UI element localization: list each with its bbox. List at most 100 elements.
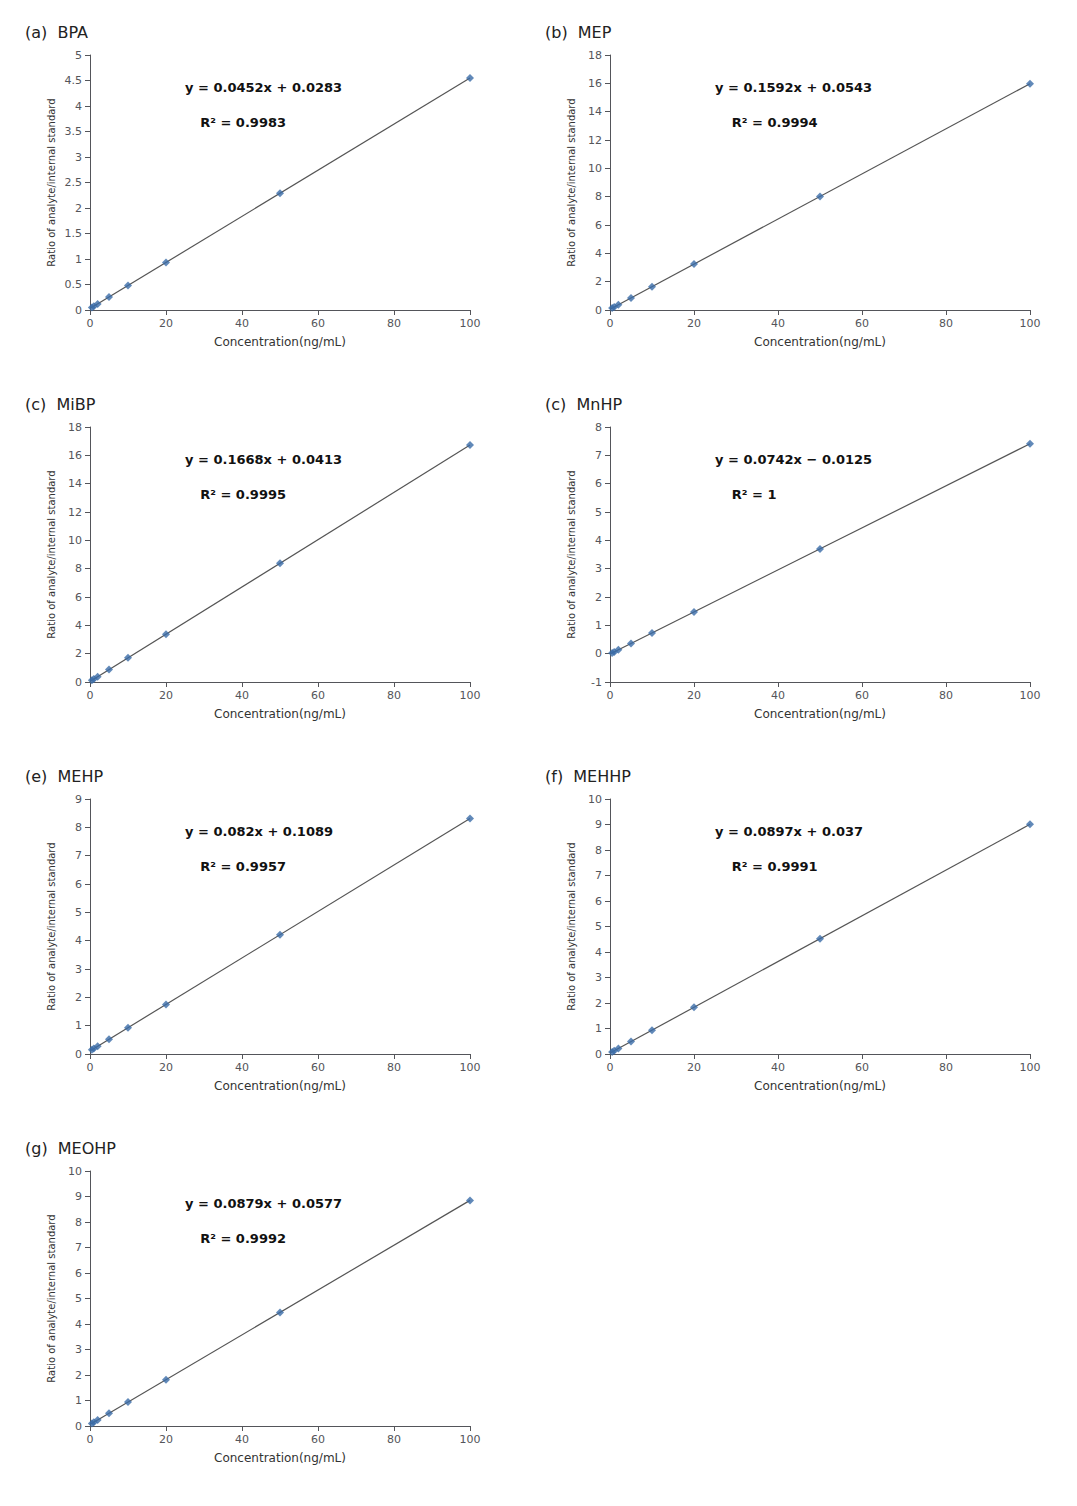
svg-text:4: 4	[75, 100, 82, 113]
svg-text:80: 80	[387, 317, 401, 330]
svg-text:40: 40	[235, 1433, 249, 1446]
svg-text:10: 10	[588, 793, 602, 806]
svg-text:100: 100	[460, 317, 481, 330]
svg-text:80: 80	[387, 689, 401, 702]
svg-text:0: 0	[595, 304, 602, 317]
svg-text:10: 10	[68, 534, 82, 547]
svg-text:Ratio of analyte/internal stan: Ratio of analyte/internal standard	[46, 1214, 57, 1382]
svg-text:20: 20	[159, 1433, 173, 1446]
svg-text:Ratio of analyte/internal stan: Ratio of analyte/internal standard	[46, 98, 57, 266]
svg-text:-1: -1	[591, 676, 602, 689]
svg-text:Concentration(ng/mL): Concentration(ng/mL)	[754, 1079, 886, 1093]
svg-text:5: 5	[595, 920, 602, 933]
svg-text:y = 0.1592x + 0.0543: y = 0.1592x + 0.0543	[715, 80, 872, 95]
svg-text:(b) MEP: (b) MEP	[545, 23, 612, 42]
svg-text:2: 2	[595, 591, 602, 604]
svg-text:2: 2	[75, 991, 82, 1004]
svg-text:2: 2	[595, 275, 602, 288]
svg-text:Concentration(ng/mL): Concentration(ng/mL)	[214, 1079, 346, 1093]
svg-text:3: 3	[75, 1343, 82, 1356]
svg-text:3: 3	[595, 971, 602, 984]
svg-text:3: 3	[75, 963, 82, 976]
svg-text:40: 40	[235, 1061, 249, 1074]
svg-text:7: 7	[595, 449, 602, 462]
svg-text:(a) BPA: (a) BPA	[25, 23, 88, 42]
svg-text:10: 10	[588, 162, 602, 175]
svg-text:Ratio of analyte/internal stan: Ratio of analyte/internal standard	[566, 842, 577, 1010]
svg-text:60: 60	[311, 1061, 325, 1074]
svg-text:6: 6	[595, 477, 602, 490]
svg-text:Concentration(ng/mL): Concentration(ng/mL)	[754, 335, 886, 349]
svg-text:20: 20	[159, 1061, 173, 1074]
svg-text:1: 1	[75, 253, 82, 266]
svg-text:60: 60	[855, 317, 869, 330]
svg-text:20: 20	[687, 317, 701, 330]
svg-text:6: 6	[75, 591, 82, 604]
svg-text:0.5: 0.5	[65, 278, 83, 291]
svg-text:0: 0	[607, 317, 614, 330]
svg-text:0: 0	[75, 304, 82, 317]
svg-text:Ratio of analyte/internal stan: Ratio of analyte/internal standard	[566, 470, 577, 638]
svg-text:0: 0	[75, 1048, 82, 1061]
svg-text:100: 100	[460, 1433, 481, 1446]
svg-text:60: 60	[311, 689, 325, 702]
svg-text:5: 5	[595, 506, 602, 519]
svg-text:7: 7	[75, 849, 82, 862]
svg-text:3: 3	[75, 151, 82, 164]
svg-text:40: 40	[771, 689, 785, 702]
svg-text:(g) MEOHP: (g) MEOHP	[25, 1139, 116, 1158]
svg-text:6: 6	[595, 895, 602, 908]
svg-text:Concentration(ng/mL): Concentration(ng/mL)	[214, 1451, 346, 1465]
svg-text:1.5: 1.5	[65, 227, 83, 240]
svg-text:5: 5	[75, 906, 82, 919]
svg-text:80: 80	[939, 317, 953, 330]
svg-text:2: 2	[75, 202, 82, 215]
svg-text:40: 40	[771, 317, 785, 330]
svg-text:18: 18	[588, 49, 602, 62]
svg-text:y = 0.0452x + 0.0283: y = 0.0452x + 0.0283	[185, 80, 342, 95]
svg-text:9: 9	[75, 1190, 82, 1203]
svg-text:1: 1	[75, 1394, 82, 1407]
svg-text:7: 7	[75, 1241, 82, 1254]
svg-text:100: 100	[460, 689, 481, 702]
svg-text:9: 9	[595, 818, 602, 831]
svg-text:1: 1	[595, 1022, 602, 1035]
svg-text:Concentration(ng/mL): Concentration(ng/mL)	[214, 335, 346, 349]
svg-text:8: 8	[75, 1216, 82, 1229]
svg-text:2: 2	[75, 1369, 82, 1382]
svg-text:4.5: 4.5	[65, 74, 83, 87]
svg-text:R² = 0.9994: R² = 0.9994	[732, 115, 818, 130]
svg-text:100: 100	[1020, 1061, 1041, 1074]
svg-text:4: 4	[75, 1318, 82, 1331]
svg-text:12: 12	[68, 506, 82, 519]
svg-text:(c) MnHP: (c) MnHP	[545, 395, 622, 414]
svg-text:14: 14	[68, 477, 82, 490]
svg-text:12: 12	[588, 134, 602, 147]
svg-text:20: 20	[159, 689, 173, 702]
svg-text:R² = 0.9992: R² = 0.9992	[200, 1231, 286, 1246]
svg-text:5: 5	[75, 1292, 82, 1305]
svg-text:4: 4	[595, 534, 602, 547]
svg-text:0: 0	[607, 1061, 614, 1074]
svg-text:60: 60	[855, 689, 869, 702]
svg-text:0: 0	[87, 1061, 94, 1074]
svg-text:16: 16	[68, 449, 82, 462]
svg-text:0: 0	[87, 689, 94, 702]
svg-text:R² = 1: R² = 1	[732, 487, 777, 502]
svg-text:y = 0.1668x + 0.0413: y = 0.1668x + 0.0413	[185, 452, 342, 467]
svg-text:y = 0.0742x − 0.0125: y = 0.0742x − 0.0125	[715, 452, 872, 467]
svg-text:20: 20	[159, 317, 173, 330]
svg-text:2: 2	[595, 997, 602, 1010]
svg-text:8: 8	[75, 821, 82, 834]
svg-text:6: 6	[75, 878, 82, 891]
svg-text:5: 5	[75, 49, 82, 62]
svg-text:40: 40	[235, 689, 249, 702]
svg-text:y = 0.0897x + 0.037: y = 0.0897x + 0.037	[715, 824, 863, 839]
svg-text:1: 1	[75, 1019, 82, 1032]
svg-text:80: 80	[387, 1433, 401, 1446]
svg-text:1: 1	[595, 619, 602, 632]
svg-text:0: 0	[595, 647, 602, 660]
svg-text:8: 8	[595, 844, 602, 857]
svg-text:10: 10	[68, 1165, 82, 1178]
svg-text:40: 40	[771, 1061, 785, 1074]
